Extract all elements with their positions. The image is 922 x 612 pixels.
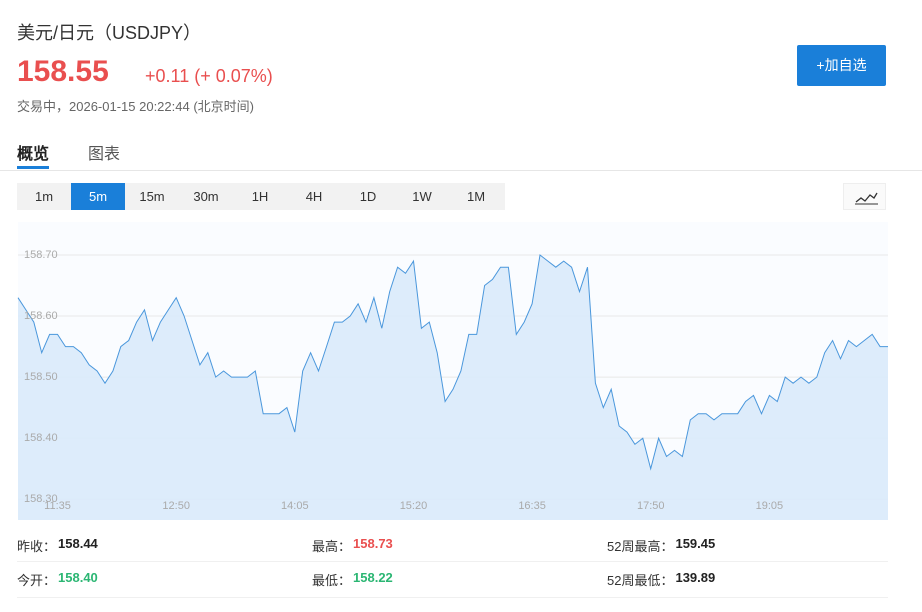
stat-label: 昨收： [17, 539, 57, 554]
stat-value: 139.89 [675, 570, 716, 585]
change: +0.11 (+ 0.07%) [145, 66, 273, 86]
title: 美元/日元（USDJPY） [17, 23, 202, 43]
y-tick-label: 158.70 [24, 249, 58, 261]
icon [855, 192, 878, 205]
stat-value: 158.44 [58, 536, 98, 551]
interval-button[interactable]: 1H [251, 189, 269, 204]
stat-value: 158.40 [58, 570, 98, 585]
x-tick-label: 14:05 [281, 500, 309, 512]
stat-value: 159.45 [675, 536, 716, 551]
stat-label: 52周最低： [607, 573, 674, 588]
tab-indicator [17, 166, 49, 169]
y-tick-label: 158.30 [24, 493, 58, 505]
stat-label: 今开： [17, 573, 57, 588]
stat-label: 最高： [312, 539, 352, 554]
stat-value: 158.73 [353, 536, 393, 551]
x-tick-label: 15:20 [400, 500, 428, 512]
row-divider [17, 597, 888, 598]
stat-value: 158.22 [353, 570, 393, 585]
y-tick-label: 158.60 [24, 310, 58, 322]
interval-button[interactable]: 1m [34, 189, 54, 204]
add-watchlist-button[interactable]: +加自选 [797, 45, 886, 86]
x-tick-label: 19:05 [756, 500, 784, 512]
interval-button[interactable]: 15m [139, 189, 165, 204]
y-tick-label: 158.40 [24, 432, 58, 444]
divider [0, 170, 922, 171]
interval-button[interactable]: 1D [359, 189, 377, 204]
interval-button[interactable]: 4H [305, 189, 323, 204]
status: 交易中，2026-01-15 20:22:44 (北京时间) [17, 99, 254, 114]
stat-label: 最低： [312, 573, 352, 588]
price: 158.55 [17, 55, 109, 88]
interval-button[interactable]: 30m [193, 189, 219, 204]
y-tick-label: 158.50 [24, 371, 58, 383]
x-tick-label: 16:35 [518, 500, 546, 512]
interval-button[interactable]: 5m [71, 183, 125, 210]
tab[interactable]: 概览 [17, 146, 50, 163]
stat-label: 52周最高： [607, 539, 674, 554]
interval-button[interactable]: 1M [466, 189, 486, 204]
row-divider [17, 561, 888, 562]
x-tick-label: 11:35 [44, 500, 71, 512]
x-tick-label: 12:50 [162, 500, 190, 512]
line [17, 254, 888, 471]
x-tick-label: 17:50 [637, 500, 665, 512]
tab[interactable]: 图表 [88, 146, 121, 163]
interval-button[interactable]: 1W [412, 189, 432, 204]
chart-style-button[interactable] [843, 183, 886, 210]
